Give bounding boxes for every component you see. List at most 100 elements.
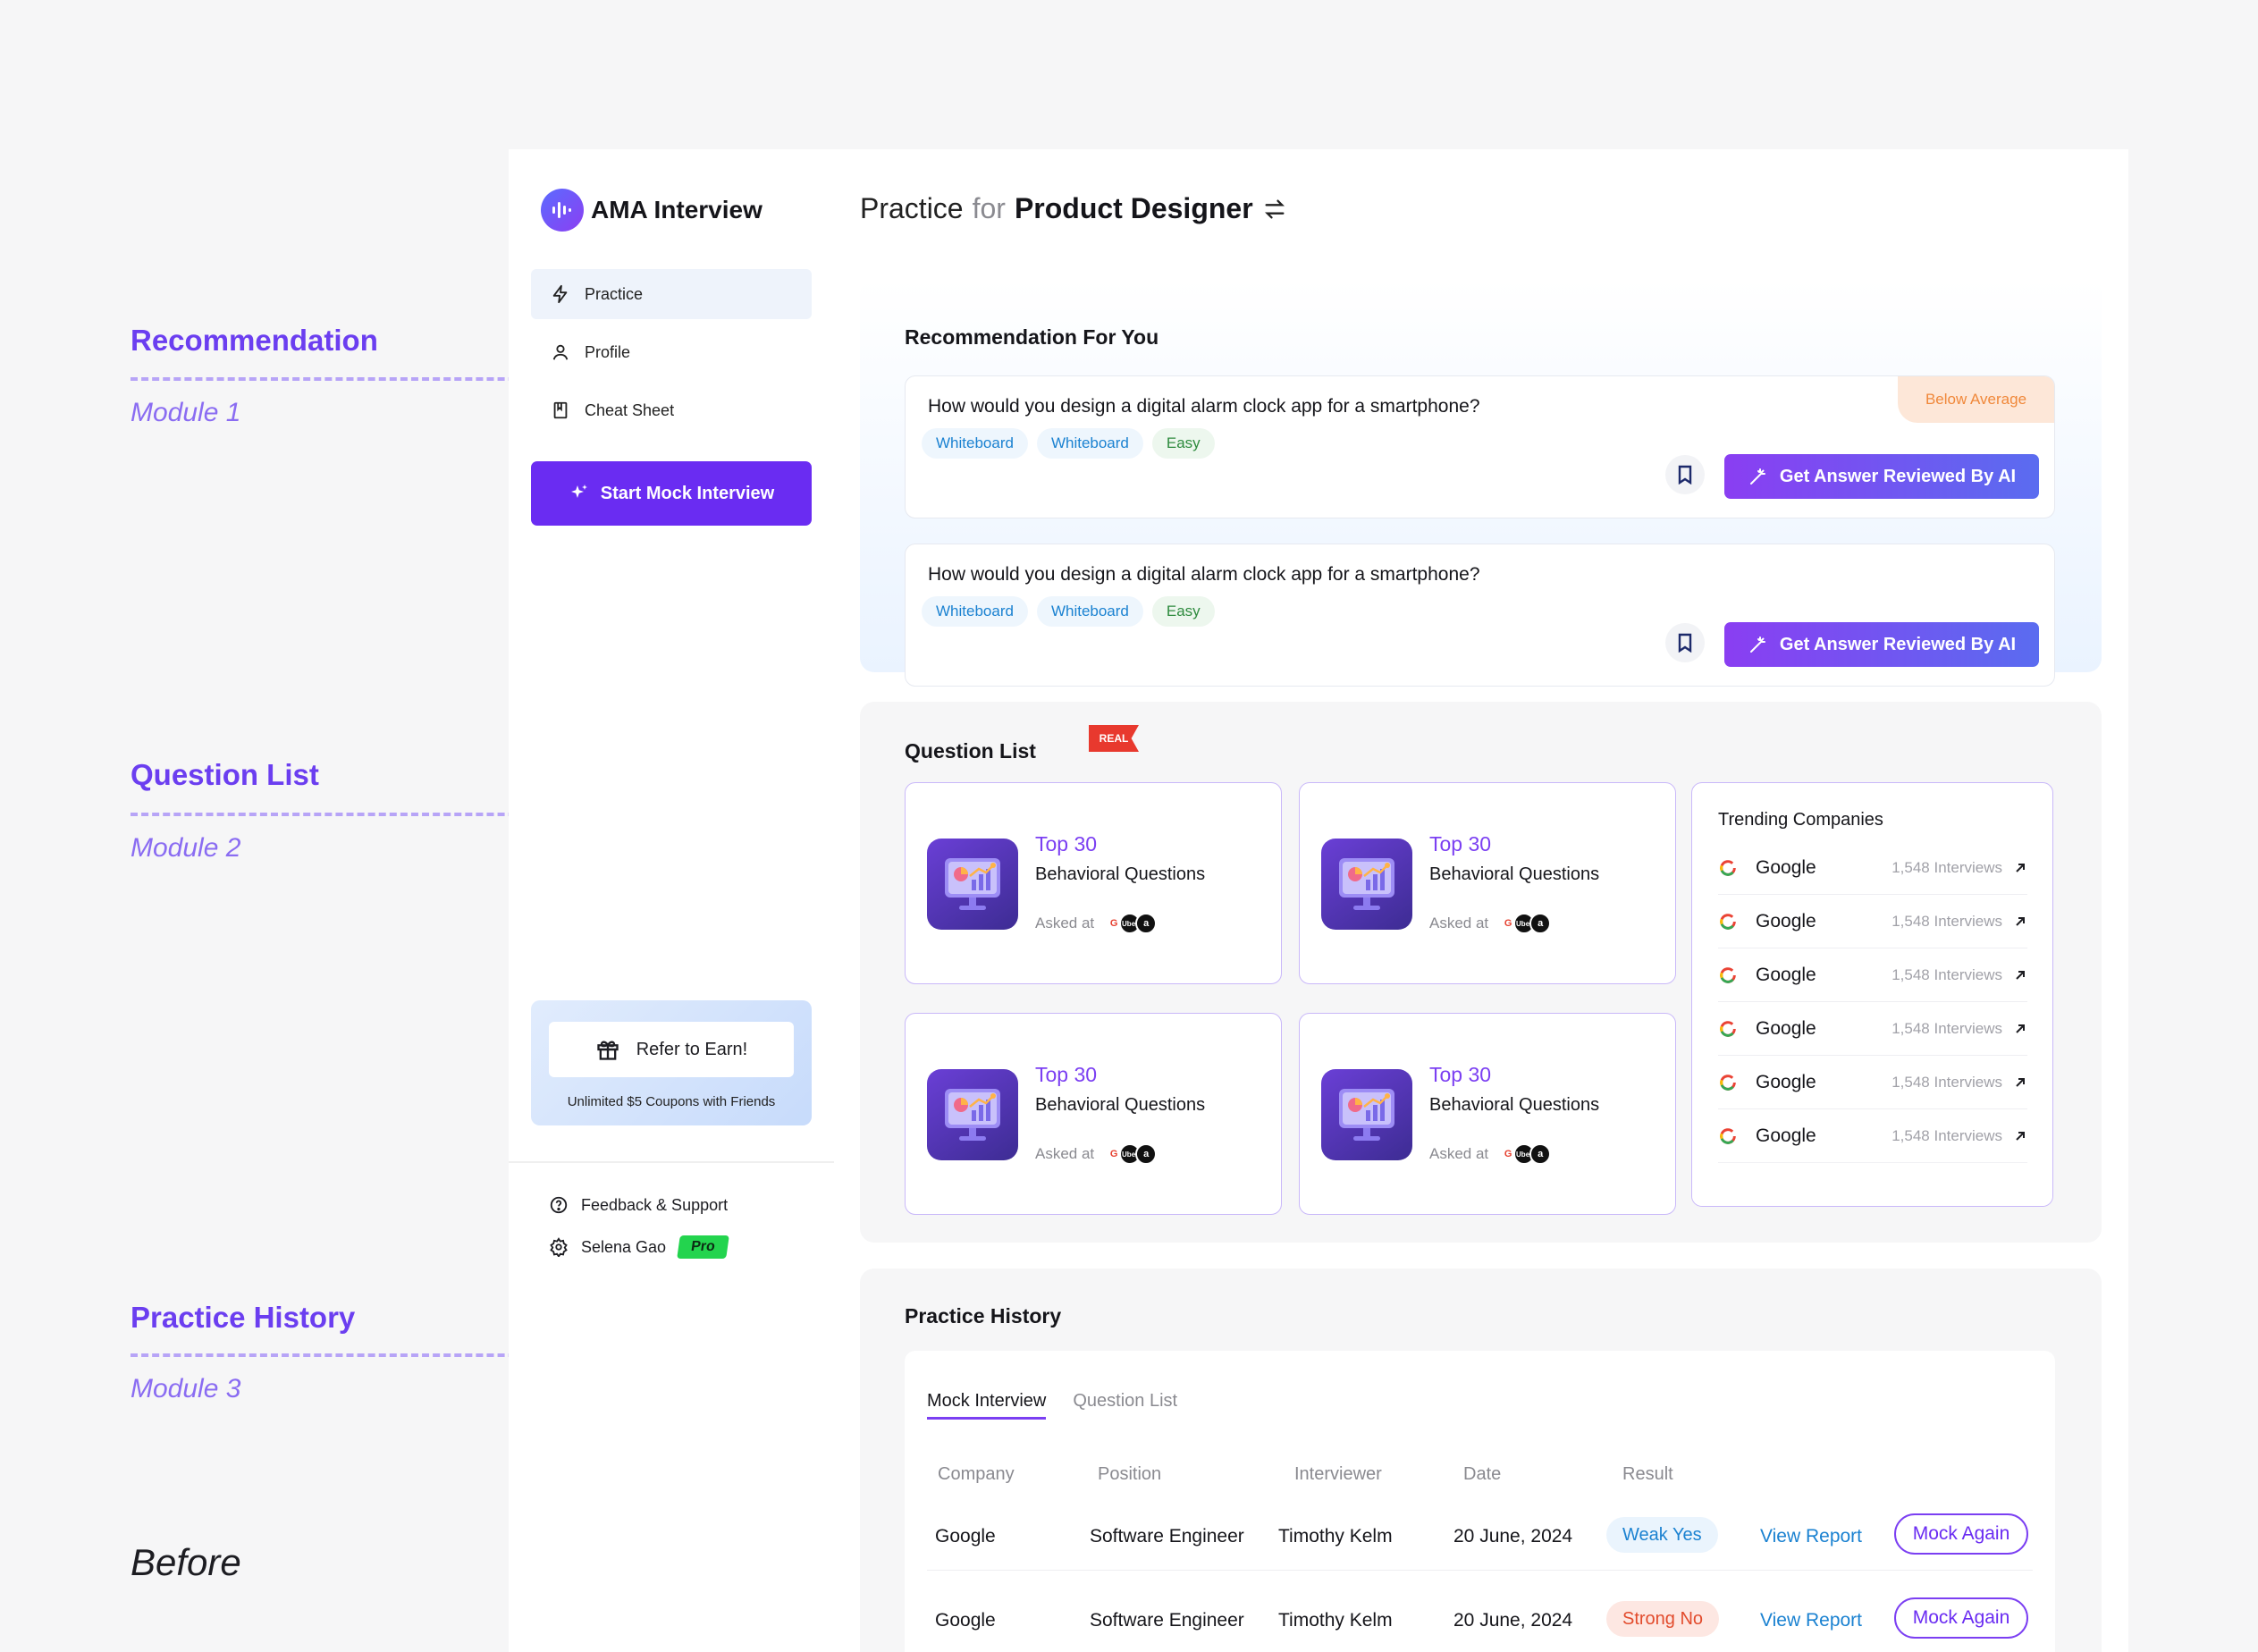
question-set-card[interactable]: Top 30 Behavioral Questions Asked at G Uber a <box>1299 1013 1676 1215</box>
start-mock-interview-label: Start Mock Interview <box>600 483 775 503</box>
trending-company-row[interactable]: Google 1,548 Interviews <box>1718 895 2027 948</box>
arrow-up-right-icon <box>2016 1077 2025 1087</box>
asked-at: Asked at G Uber a <box>1429 1143 1552 1165</box>
user-name: Selena Gao <box>581 1237 667 1256</box>
interview-count: 1,548 Interviews <box>1891 858 2002 876</box>
tag[interactable]: Whiteboard <box>922 596 1028 627</box>
annotation-question-list-title: Question List <box>131 758 319 791</box>
interview-count: 1,548 Interviews <box>1891 1073 2002 1091</box>
trending-company-row[interactable]: Google 1,548 Interviews <box>1718 948 2027 1002</box>
trending-company-row[interactable]: Google 1,548 Interviews <box>1718 841 2027 895</box>
brand-name: AMA Interview <box>591 196 762 223</box>
feedback-support-link[interactable]: Feedback & Support <box>549 1195 728 1215</box>
practice-history-table: Mock Interview Question List Company Pos… <box>905 1351 2055 1652</box>
amazon-logo-icon: a <box>1529 1143 1552 1165</box>
page-title-role: Product Designer <box>1014 192 1253 224</box>
view-report-link[interactable]: View Report <box>1760 1526 1863 1547</box>
cell-company: Google <box>935 1610 996 1631</box>
annotation-practice-history-line <box>131 1353 850 1357</box>
arrow-up-right-icon <box>2016 1131 2025 1141</box>
trending-company-row[interactable]: Google 1,548 Interviews <box>1718 1056 2027 1109</box>
help-circle-icon <box>550 1196 568 1214</box>
annotation-recommendation-line <box>131 377 850 381</box>
amazon-logo-icon: a <box>1135 1143 1158 1165</box>
question-set-name: Behavioral Questions <box>1429 1095 1600 1115</box>
question-list-panel: Question List REAL Top 30 Behavioral Ques… <box>860 702 2102 1243</box>
interview-count: 1,548 Interviews <box>1891 965 2002 983</box>
question-set-name: Behavioral Questions <box>1429 864 1600 884</box>
magic-wand-icon <box>1749 636 1765 653</box>
refer-title: Refer to Earn! <box>636 1039 748 1059</box>
bookmark-button[interactable] <box>1665 455 1705 494</box>
page-title-prefix: Practice <box>860 192 964 224</box>
recommendation-question: How would you design a digital alarm clo… <box>928 564 1480 585</box>
sparkle-icon <box>570 485 587 498</box>
question-set-card[interactable]: Top 30 Behavioral Questions Asked at G Uber a <box>905 1013 1282 1215</box>
asked-at: Asked at G Uber a <box>1429 913 1552 934</box>
mock-again-button[interactable]: Mock Again <box>1894 1513 2028 1555</box>
sidebar-item-cheat-sheet[interactable]: Cheat Sheet <box>531 385 812 435</box>
sidebar-nav: Practice Profile Cheat Sheet <box>531 269 812 443</box>
google-logo-icon <box>1720 1074 1736 1091</box>
gear-icon <box>550 1237 568 1257</box>
sidebar-item-practice[interactable]: Practice <box>531 269 812 319</box>
annotation-recommendation-module: Module 1 <box>131 398 241 427</box>
bookmark-button[interactable] <box>1665 623 1705 662</box>
asked-at-label: Asked at <box>1035 914 1095 931</box>
company-name: Google <box>1756 1071 1816 1092</box>
tag-difficulty[interactable]: Easy <box>1151 596 1215 627</box>
view-report-link[interactable]: View Report <box>1760 1610 1863 1631</box>
sidebar-item-label: Cheat Sheet <box>585 400 675 419</box>
question-set-card[interactable]: Top 30 Behavioral Questions Asked at G Uber a <box>1299 782 1676 984</box>
start-mock-interview-button[interactable]: Start Mock Interview <box>531 461 812 526</box>
cell-interviewer: Timothy Kelm <box>1278 1526 1393 1547</box>
tab-question-list[interactable]: Question List <box>1073 1391 1178 1411</box>
swap-icon[interactable] <box>1262 197 1287 222</box>
user-settings[interactable]: Selena Gao Pro <box>549 1235 729 1259</box>
mock-again-button[interactable]: Mock Again <box>1894 1597 2028 1639</box>
get-answer-reviewed-button[interactable]: Get Answer Reviewed By AI <box>1724 622 2039 667</box>
company-logos: G Uber a <box>1497 1143 1552 1165</box>
annotation-practice-history-title: Practice History <box>131 1301 356 1334</box>
recommendation-card[interactable]: How would you design a digital alarm clo… <box>905 375 2055 518</box>
recommendation-title: Recommendation For You <box>905 325 1159 349</box>
company-logos: G Uber a <box>1497 913 1552 934</box>
practice-history-title: Practice History <box>905 1304 1062 1328</box>
app-frame: AMA Interview Practice Profile Cheat She… <box>509 149 2128 1652</box>
sidebar-item-profile[interactable]: Profile <box>531 327 812 377</box>
result-badge: Weak Yes <box>1606 1517 1718 1553</box>
recommendation-card[interactable]: How would you design a digital alarm clo… <box>905 544 2055 687</box>
tag[interactable]: Whiteboard <box>1036 428 1143 459</box>
tag[interactable]: Whiteboard <box>1036 596 1143 627</box>
sidebar-divider <box>509 1161 834 1163</box>
column-header-date: Date <box>1463 1464 1502 1484</box>
question-set-card[interactable]: Top 30 Behavioral Questions Asked at G Uber a <box>905 782 1282 984</box>
get-answer-reviewed-button[interactable]: Get Answer Reviewed By AI <box>1724 454 2039 499</box>
refer-button[interactable]: Refer to Earn! <box>549 1022 794 1077</box>
question-set-name: Behavioral Questions <box>1035 1095 1206 1115</box>
magic-wand-icon <box>1749 468 1765 485</box>
arrow-up-right-icon <box>2016 916 2025 926</box>
bookmark-icon <box>1678 633 1692 653</box>
trending-company-row[interactable]: Google 1,548 Interviews <box>1718 1002 2027 1056</box>
cell-company: Google <box>935 1526 996 1547</box>
annotation-recommendation-title: Recommendation <box>131 324 378 357</box>
google-logo-icon <box>1720 1127 1736 1144</box>
sidebar: AMA Interview Practice Profile Cheat She… <box>509 149 834 1652</box>
cell-date: 20 June, 2024 <box>1453 1526 1573 1547</box>
brand[interactable]: AMA Interview <box>541 189 762 232</box>
tag-difficulty[interactable]: Easy <box>1151 428 1215 459</box>
refer-card[interactable]: Refer to Earn! Unlimited $5 Coupons with… <box>531 1000 812 1125</box>
interview-count: 1,548 Interviews <box>1891 1126 2002 1144</box>
table-row: Google Software Engineer Timothy Kelm 20 Ju… <box>927 1589 2033 1652</box>
arrow-up-right-icon <box>2016 970 2025 980</box>
question-set-name: Behavioral Questions <box>1035 864 1206 884</box>
cell-position: Software Engineer <box>1090 1610 1244 1631</box>
tag-list: Whiteboard Whiteboard Easy <box>922 596 1215 627</box>
recommendation-question: How would you design a digital alarm clo… <box>928 396 1480 417</box>
tab-mock-interview[interactable]: Mock Interview <box>927 1391 1047 1420</box>
question-set-rank: Top 30 <box>1035 1063 1098 1086</box>
tag[interactable]: Whiteboard <box>922 428 1028 459</box>
interview-count: 1,548 Interviews <box>1891 912 2002 930</box>
page-title: Practice for Product Designer <box>860 192 1287 225</box>
